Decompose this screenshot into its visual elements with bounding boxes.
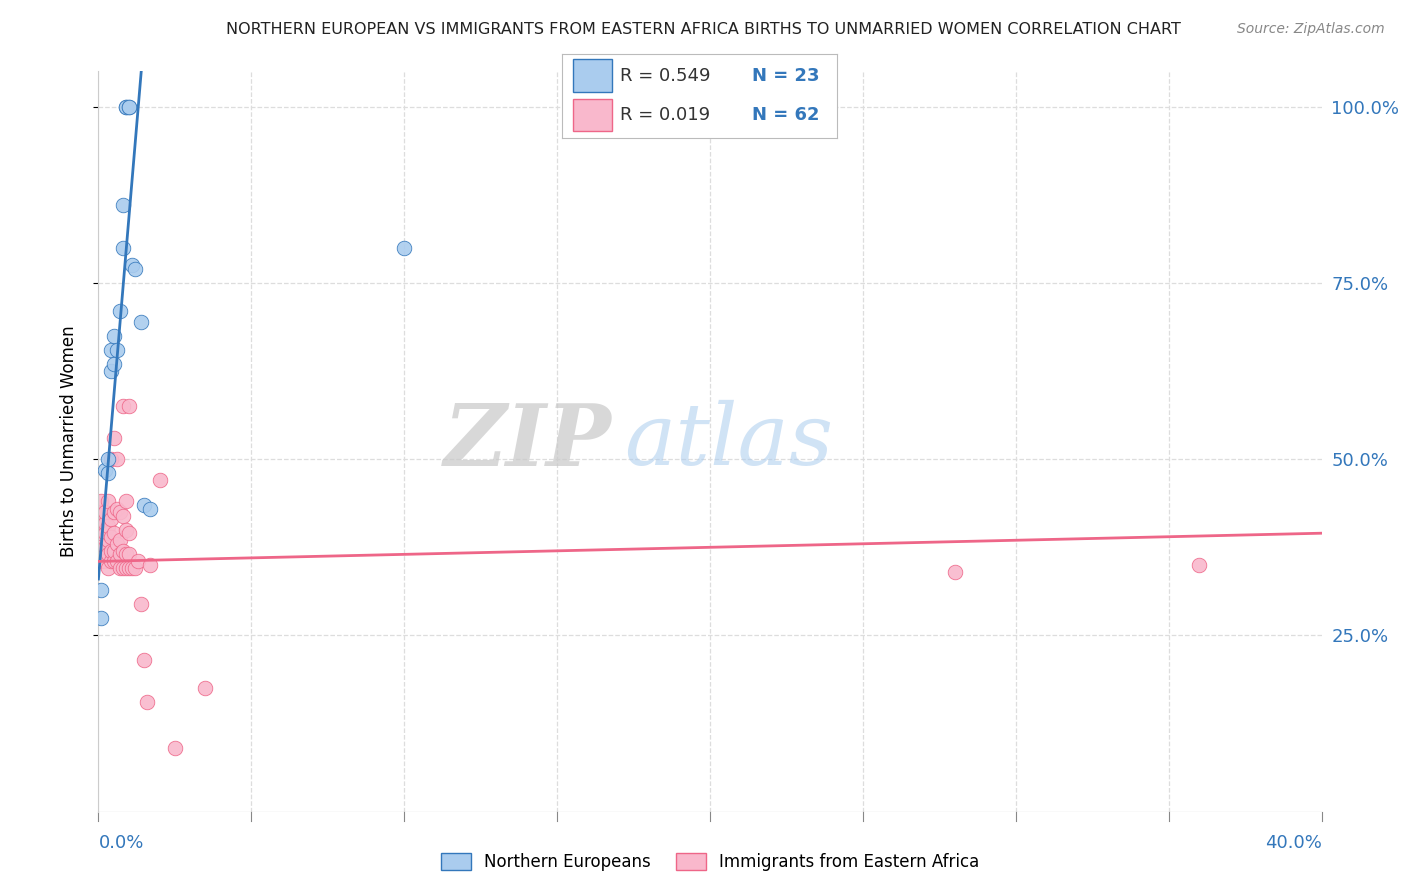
Point: [90, 611, 112, 625]
Point: [111, 198, 134, 212]
Point: [100, 530, 122, 544]
Text: N = 23: N = 23: [752, 68, 820, 86]
Point: [124, 561, 146, 575]
Point: [97, 526, 120, 541]
Point: [93, 516, 115, 530]
Point: [108, 304, 131, 318]
Point: [100, 343, 122, 357]
FancyBboxPatch shape: [574, 99, 612, 131]
Text: atlas: atlas: [624, 401, 834, 483]
Point: [103, 526, 125, 541]
Y-axis label: Births to Unmarried Women: Births to Unmarried Women: [59, 326, 77, 558]
Point: [111, 508, 134, 523]
Point: [124, 261, 146, 276]
Point: [118, 526, 141, 541]
Point: [108, 561, 131, 575]
Point: [97, 519, 120, 533]
Point: [163, 741, 186, 756]
Point: [943, 565, 966, 579]
Point: [90, 541, 112, 555]
Point: [111, 544, 134, 558]
Point: [93, 505, 115, 519]
Point: [103, 431, 125, 445]
Point: [100, 512, 122, 526]
Point: [115, 100, 138, 114]
Point: [105, 554, 128, 568]
Text: N = 62: N = 62: [752, 106, 820, 124]
Point: [97, 561, 120, 575]
Text: 0.0%: 0.0%: [98, 834, 143, 852]
Point: [118, 100, 141, 114]
Text: Source: ZipAtlas.com: Source: ZipAtlas.com: [1237, 22, 1385, 37]
Point: [115, 100, 138, 114]
Point: [90, 544, 112, 558]
Point: [93, 526, 115, 541]
Point: [108, 547, 131, 561]
Point: [90, 516, 112, 530]
Point: [149, 473, 172, 487]
Point: [103, 554, 125, 568]
Point: [111, 241, 134, 255]
Point: [121, 258, 143, 272]
Point: [93, 463, 115, 477]
Point: [127, 554, 149, 568]
Point: [103, 544, 125, 558]
Point: [103, 357, 125, 371]
Point: [115, 523, 138, 537]
Point: [90, 526, 112, 541]
Point: [129, 315, 152, 329]
Point: [111, 561, 134, 575]
Point: [100, 544, 122, 558]
Point: [105, 452, 128, 467]
Point: [108, 505, 131, 519]
Point: [118, 547, 141, 561]
Point: [90, 554, 112, 568]
Point: [93, 554, 115, 568]
FancyBboxPatch shape: [574, 60, 612, 92]
Point: [103, 505, 125, 519]
Point: [93, 541, 115, 555]
Point: [118, 100, 141, 114]
Point: [392, 241, 416, 255]
Point: [129, 597, 152, 611]
Point: [115, 561, 138, 575]
Point: [111, 399, 134, 413]
Point: [105, 537, 128, 551]
Point: [100, 452, 122, 467]
Point: [97, 452, 120, 467]
Point: [90, 533, 112, 548]
Point: [90, 494, 112, 508]
Text: R = 0.019: R = 0.019: [620, 106, 710, 124]
Point: [194, 681, 217, 696]
Point: [136, 695, 159, 709]
Text: 40.0%: 40.0%: [1265, 834, 1322, 852]
Point: [100, 554, 122, 568]
Point: [139, 501, 162, 516]
Point: [100, 364, 122, 378]
Point: [103, 328, 125, 343]
Point: [121, 561, 143, 575]
Point: [118, 399, 141, 413]
Point: [97, 467, 120, 481]
Point: [97, 494, 120, 508]
Point: [115, 494, 138, 508]
Point: [90, 582, 112, 597]
Legend: Northern Europeans, Immigrants from Eastern Africa: Northern Europeans, Immigrants from East…: [434, 846, 986, 878]
Point: [134, 498, 156, 512]
Point: [1188, 558, 1211, 572]
Point: [139, 558, 162, 572]
Point: [134, 653, 156, 667]
Text: ZIP: ZIP: [444, 400, 612, 483]
Point: [90, 505, 112, 519]
Point: [105, 501, 128, 516]
Text: NORTHERN EUROPEAN VS IMMIGRANTS FROM EASTERN AFRICA BIRTHS TO UNMARRIED WOMEN CO: NORTHERN EUROPEAN VS IMMIGRANTS FROM EAS…: [225, 22, 1181, 37]
Point: [97, 533, 120, 548]
Point: [115, 547, 138, 561]
Point: [105, 343, 128, 357]
Text: R = 0.549: R = 0.549: [620, 68, 710, 86]
Point: [97, 547, 120, 561]
Point: [118, 561, 141, 575]
Point: [90, 547, 112, 561]
Point: [108, 533, 131, 548]
